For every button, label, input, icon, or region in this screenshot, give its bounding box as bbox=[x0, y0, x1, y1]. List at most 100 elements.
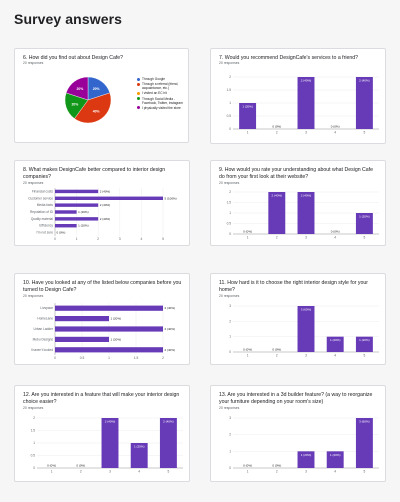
y-tick-label: 0 bbox=[229, 232, 231, 236]
y-tick-label: 1.5 bbox=[227, 88, 232, 92]
y-tick-label: Efficiency bbox=[39, 224, 53, 228]
data-label: 0 (0%) bbox=[57, 231, 66, 235]
data-label: 1 (20%) bbox=[330, 338, 341, 342]
y-tick-label: 1 bbox=[229, 101, 231, 105]
data-label: 0 (0%) bbox=[272, 348, 281, 352]
response-count: 20 responses bbox=[219, 61, 240, 65]
y-tick-label: 2 bbox=[229, 75, 231, 79]
x-tick-label: 1 bbox=[108, 356, 110, 360]
pie-legend: Through Google Through a referral (friend… bbox=[137, 77, 187, 111]
y-tick-label: Mebu Designs bbox=[33, 337, 54, 341]
response-count: 20 responses bbox=[23, 294, 44, 298]
data-label: 2 (40%) bbox=[165, 348, 176, 352]
x-tick-label: 5 bbox=[364, 236, 366, 240]
bar bbox=[55, 217, 99, 221]
data-label: 5 (100%) bbox=[165, 196, 177, 200]
data-label: 2 (40%) bbox=[272, 194, 283, 198]
y-tick-label: 1 bbox=[229, 335, 231, 339]
bar bbox=[355, 418, 373, 468]
bar-chart: 0 0.5 1 1.5 2 1 (20%) 1 0 (0%) 2 2 (40%) 3 0 (0%) 4 2… bbox=[227, 75, 379, 135]
y-tick-label: Livspace bbox=[40, 306, 53, 310]
y-tick-label: Financial costs bbox=[32, 189, 53, 193]
data-label: 2 (40%) bbox=[165, 327, 176, 331]
response-count: 20 responses bbox=[23, 61, 44, 65]
x-tick-label: 3 bbox=[119, 237, 121, 241]
bar bbox=[297, 192, 315, 234]
y-tick-label: I'm not sure bbox=[36, 231, 53, 235]
x-tick-label: 1 bbox=[51, 470, 53, 474]
y-tick-label: HomeLane bbox=[37, 317, 53, 321]
x-tick-label: 2 bbox=[80, 470, 82, 474]
y-tick-label: 1.5 bbox=[227, 201, 232, 205]
hbar-chart: 0 1 2 3 4 5 2 (40%) Financial costs 5 (100%) Cust… bbox=[28, 188, 177, 241]
y-tick-label: 2 bbox=[33, 416, 35, 420]
y-tick-label: Reputation of ID bbox=[30, 210, 54, 214]
x-tick-label: 2 bbox=[276, 236, 278, 240]
y-tick-label: 0 bbox=[229, 466, 231, 470]
y-tick-label: 1 bbox=[229, 211, 231, 215]
response-count: 20 responses bbox=[219, 294, 240, 298]
x-tick-label: 5 bbox=[162, 237, 164, 241]
bar bbox=[159, 418, 177, 468]
data-label: 0 (0%) bbox=[272, 464, 281, 468]
y-tick-label: Customer service bbox=[28, 196, 53, 200]
x-tick-label: 5 bbox=[364, 470, 366, 474]
chart-card-q13: 13. Are you interested in a 3d builder f… bbox=[210, 385, 386, 482]
bar bbox=[55, 305, 163, 311]
data-label: 0 (0%) bbox=[47, 464, 56, 468]
data-label: 2 (40%) bbox=[301, 79, 312, 83]
x-tick-label: 0 bbox=[54, 356, 56, 360]
data-label: 2 (40%) bbox=[359, 79, 370, 83]
legend-label: Through a referral (friend, acquaintance… bbox=[142, 82, 179, 91]
x-tick-label: 0.5 bbox=[80, 356, 85, 360]
data-label: 0 (0%) bbox=[243, 464, 252, 468]
data-label: 1 (20%) bbox=[111, 317, 122, 321]
response-count: 20 responses bbox=[23, 181, 44, 185]
bar bbox=[55, 347, 163, 353]
y-tick-label: 1.5 bbox=[31, 429, 36, 433]
data-label: 2 (40%) bbox=[301, 194, 312, 198]
bar bbox=[55, 316, 109, 322]
bar bbox=[326, 451, 344, 468]
bar bbox=[297, 306, 315, 352]
data-label: 0 (0%) bbox=[331, 230, 340, 234]
y-tick-label: 2 bbox=[229, 433, 231, 437]
bar-chart: 0 0.5 1 1.5 2 0 (0%) 1 2 (40%) 2 2 (40%) 3 0 (0%) 4 1… bbox=[227, 190, 379, 240]
data-label: 0 (0%) bbox=[243, 348, 252, 352]
x-tick-label: 1 bbox=[247, 354, 249, 358]
legend-swatch bbox=[137, 91, 140, 95]
pie-slice-label: 20% bbox=[76, 87, 83, 91]
x-tick-label: 2 bbox=[162, 356, 164, 360]
data-label: 2 (40%) bbox=[165, 306, 176, 310]
bar bbox=[55, 224, 77, 228]
chart-card-q10: 10. Have you looked at any of the listed… bbox=[14, 273, 190, 365]
x-tick-label: 1 bbox=[76, 237, 78, 241]
chart-title: 9. How would you rate your understanding… bbox=[219, 167, 373, 180]
legend-item: I visited an EC hit bbox=[137, 91, 187, 95]
data-label: 2 (40%) bbox=[100, 203, 111, 207]
x-tick-label: 2 bbox=[276, 470, 278, 474]
data-label: 2 (40%) bbox=[100, 217, 111, 221]
legend-label: I physically visited the store bbox=[142, 105, 181, 110]
chart-title: 8. What makes DesignCafe better compared… bbox=[23, 167, 166, 180]
x-tick-label: 5 bbox=[168, 470, 170, 474]
y-tick-label: 3 bbox=[229, 416, 231, 420]
legend-item: Through a referral (friend, acquaintance… bbox=[137, 82, 187, 90]
y-tick-label: Media facts bbox=[37, 203, 54, 207]
data-label: 1 (20%) bbox=[78, 224, 89, 228]
bar-chart: 0 1 2 3 0 (0%) 1 0 (0%) 2 1 (20%) 3 1 (20%) 4 3 (60%… bbox=[229, 416, 379, 474]
chart-title: 10. Have you looked at any of the listed… bbox=[23, 280, 182, 293]
x-tick-label: 1 bbox=[247, 131, 249, 135]
y-tick-label: 0 bbox=[229, 350, 231, 354]
x-tick-label: 3 bbox=[305, 470, 307, 474]
x-tick-label: 5 bbox=[364, 131, 366, 135]
legend-label: Through Social Media - Facebook, Twitter… bbox=[142, 96, 183, 105]
pie-chart: 20% 40% 20% 20% bbox=[64, 76, 112, 124]
x-tick-label: 4 bbox=[334, 236, 336, 240]
legend-swatch bbox=[137, 97, 140, 101]
bar bbox=[55, 189, 99, 194]
x-tick-label: 4 bbox=[334, 470, 336, 474]
data-label: 0 (0%) bbox=[243, 230, 252, 234]
bar-chart: 0 1 2 3 0 (0%) 1 0 (0%) 2 3 (60%) 3 1 (20%) 4 1 (20%… bbox=[229, 304, 379, 358]
data-label: 1 (20%) bbox=[134, 445, 145, 449]
